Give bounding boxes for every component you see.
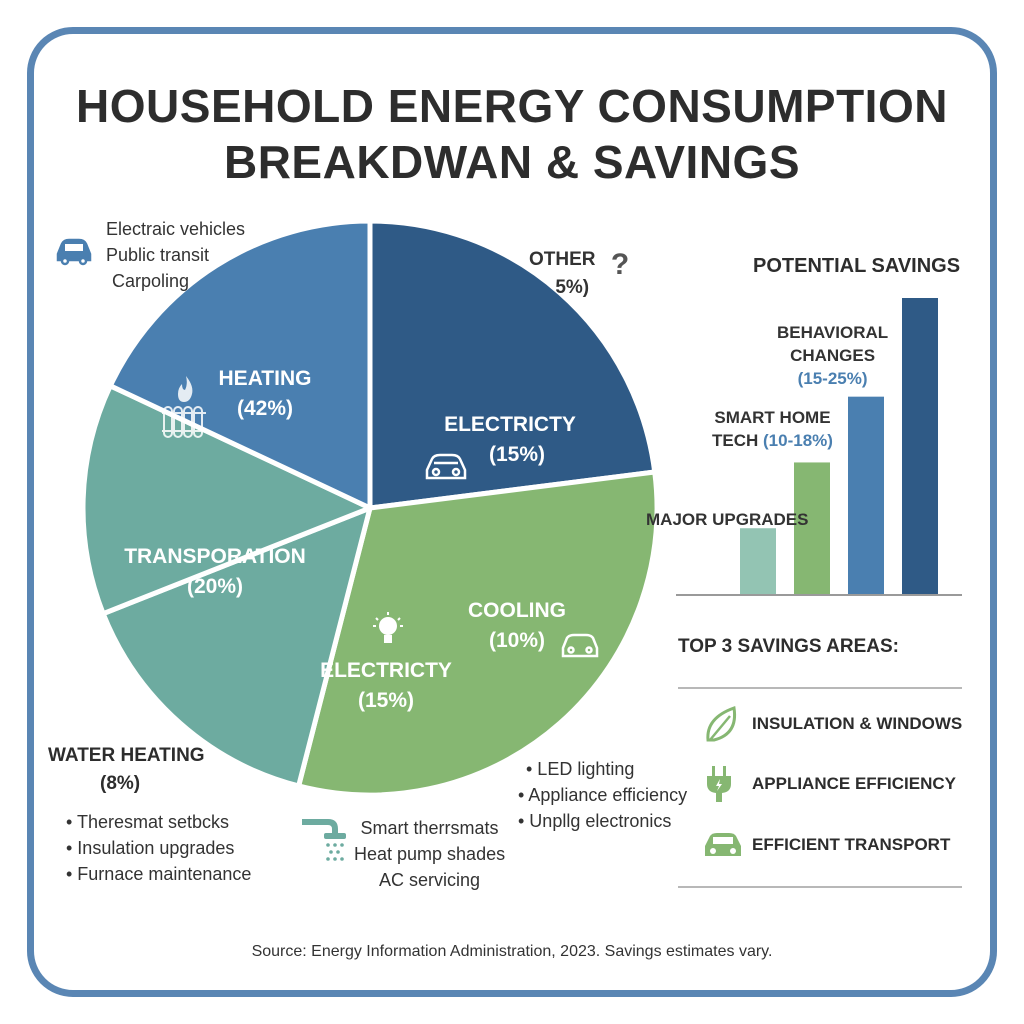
top-area-item: EFFICIENT TRANSPORT	[752, 835, 951, 854]
other-name: OTHER	[529, 249, 596, 270]
heating-tips: • Theresmat setbcks • Insulation upgrade…	[66, 809, 251, 887]
transport-tip: Carpoling	[112, 271, 190, 291]
bar-label-major-upgrades: MAJOR UPGRADES	[646, 510, 809, 529]
electricity-tip: • Appliance efficiency	[518, 785, 688, 805]
transport-tip: Public transit	[106, 245, 210, 265]
bar-label-smart-home: SMART HOME TECH (10-18%)	[712, 406, 833, 452]
bar-label-line: CHANGES	[790, 346, 876, 365]
plug-icon	[707, 766, 731, 802]
title-line-2: BREAKDWAN & SAVINGS	[223, 136, 800, 188]
bar-chart-title: POTENTIAL SAVINGS	[753, 255, 961, 277]
slice-name: COOLING	[468, 599, 566, 622]
leaf-icon	[706, 705, 737, 742]
svg-text:?: ?	[611, 248, 629, 281]
slice-name: ELECTRICTY	[444, 413, 576, 436]
car-outline-icon	[561, 633, 599, 658]
bar-range: (10-18%)	[763, 431, 833, 450]
shower-icon	[302, 819, 346, 861]
pie-slice-electricty-3	[80, 383, 373, 617]
slice-pct: (15%)	[357, 689, 415, 712]
heating-tip: • Theresmat setbcks	[66, 812, 230, 832]
pie-slice-electricty-1	[296, 469, 660, 798]
slice-label-electricity-top: ELECTRICTY (15%)	[440, 410, 580, 470]
source-note: Source: Energy Information Administratio…	[251, 943, 773, 960]
slice-pct: (20%)	[186, 575, 244, 598]
other-pct: 5%)	[555, 277, 590, 298]
pie-slice-heating-0	[367, 218, 658, 511]
slice-name: HEATING	[218, 367, 312, 390]
transport-tips: Electraic vehicles Public transit Carpol…	[106, 216, 245, 294]
car-icon	[705, 833, 741, 856]
water-heating-pct: (8%)	[100, 773, 141, 794]
water-heating-name: WATER HEATING	[48, 745, 205, 766]
bar-3	[902, 298, 938, 594]
slice-pct: (42%)	[236, 397, 294, 420]
electricity-tip: • LED lighting	[526, 759, 635, 779]
heating-tip: • Furnace maintenance	[66, 864, 252, 884]
radiator-icon	[162, 406, 206, 438]
slice-pct: (10%)	[488, 629, 546, 652]
bar-label-line: TECH (10-18%)	[712, 429, 833, 452]
title-line-1: HOUSEHOLD ENERGY CONSUMPTION	[76, 80, 948, 132]
bar-label-line: BEHAVIORAL	[777, 323, 889, 342]
divider-lines	[678, 687, 962, 888]
top-area-item: APPLIANCE EFFICIENCY	[752, 774, 957, 793]
bar-0	[740, 528, 776, 594]
car-icon	[56, 238, 92, 266]
electricity-tip: • Unpllg electronics	[518, 811, 672, 831]
bar-label-line: TECH	[712, 431, 759, 450]
top-area-item: INSULATION & WINDOWS	[752, 714, 963, 733]
bar-2	[848, 396, 884, 594]
flame-icon	[178, 376, 193, 402]
cooling-tips: Smart therrsmats Heat pump shades AC ser…	[354, 815, 505, 893]
top-areas-heading: TOP 3 SAVINGS AREAS:	[678, 636, 900, 657]
bar-label-behavioral: BEHAVIORAL CHANGES (15-25%)	[777, 321, 888, 390]
slice-name: TRANSPORATION	[124, 545, 306, 568]
slice-label-electricity-bottom: ELECTRICTY (15%)	[316, 656, 456, 716]
pie-slice-transporation-4	[107, 218, 373, 511]
question-icon: ?	[611, 248, 629, 281]
cooling-tip: Smart therrsmats	[360, 818, 499, 838]
water-heating-label: WATER HEATING (8%)	[48, 742, 205, 798]
slice-pct: (15%)	[488, 443, 546, 466]
electricity-tips: • LED lighting • Appliance efficiency • …	[518, 756, 687, 834]
slice-label-transportation: TRANSPORATION (20%)	[124, 542, 306, 602]
pie-slice-cooling-2	[100, 505, 373, 789]
heating-tip: • Insulation upgrades	[66, 838, 235, 858]
slice-label-heating: HEATING (42%)	[210, 364, 320, 424]
slice-name: ELECTRICTY	[320, 659, 452, 682]
lightbulb-icon	[373, 612, 403, 643]
bar-range: (15-25%)	[797, 369, 868, 388]
pie-chart	[80, 218, 660, 798]
bar-label-line: SMART HOME	[714, 408, 831, 427]
cooling-tip: Heat pump shades	[354, 844, 506, 864]
other-label: OTHER 5%)	[529, 246, 596, 302]
bar-1	[794, 462, 830, 594]
page-title: HOUSEHOLD ENERGY CONSUMPTION BREAKDWAN &…	[0, 78, 1024, 190]
car-outline-icon	[425, 453, 467, 480]
transport-tip: Electraic vehicles	[106, 219, 246, 239]
bar-chart	[740, 298, 938, 594]
cooling-tip: AC servicing	[379, 870, 481, 890]
slice-label-cooling: COOLING (10%)	[462, 596, 572, 656]
